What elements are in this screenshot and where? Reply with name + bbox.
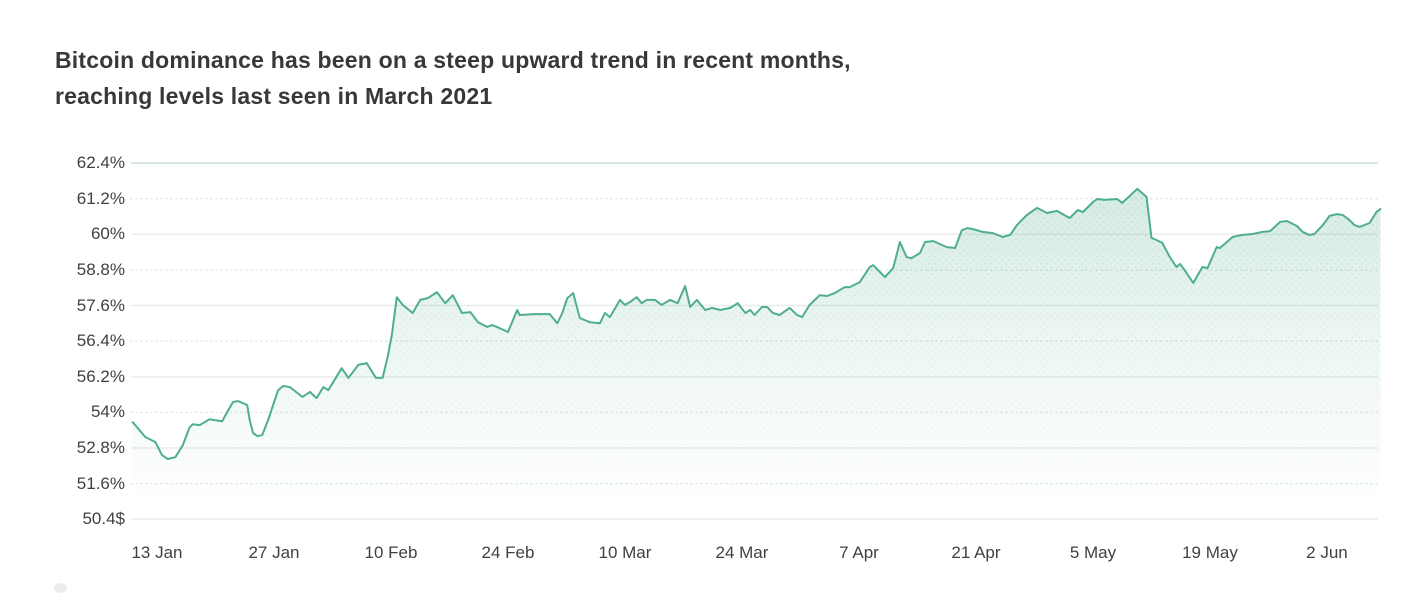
y-tick-label: 61.2% [76, 188, 125, 208]
cropped-logo-fragment [54, 583, 67, 593]
y-tick-label: 54% [90, 402, 125, 422]
chart-title-line-1: Bitcoin dominance has been on a steep up… [55, 47, 851, 73]
chart-title: Bitcoin dominance has been on a steep up… [55, 42, 851, 114]
x-tick-label: 2 Jun [1306, 543, 1348, 562]
y-tick-label: 62.4% [76, 153, 125, 173]
x-tick-label: 21 Apr [951, 543, 1001, 562]
y-tick-label: 56.4% [76, 331, 125, 351]
x-tick-label: 24 Mar [715, 543, 769, 562]
y-tick-label: 50.4$ [82, 509, 125, 529]
dominance-line [131, 187, 1382, 460]
x-tick-label: 10 Feb [364, 543, 418, 562]
x-tick-label: 10 Mar [598, 543, 652, 562]
y-tick-label: 58.8% [76, 259, 125, 279]
y-tick-label: 51.6% [76, 473, 125, 493]
x-tick-label: 24 Feb [481, 543, 535, 562]
chart-title-line-2: reaching levels last seen in March 2021 [55, 83, 493, 109]
area-dot-texture [132, 188, 1381, 520]
x-tick-label: 5 May [1069, 543, 1117, 562]
y-tick-label: 57.6% [76, 295, 125, 315]
x-tick-label: 7 Apr [839, 543, 879, 562]
y-tick-label: 52.8% [76, 437, 125, 457]
x-tick-label: 13 Jan [131, 543, 183, 562]
x-tick-label: 19 May [1182, 543, 1238, 562]
y-tick-label: 56.2% [76, 366, 125, 386]
x-tick-label: 27 Jan [248, 543, 300, 562]
y-tick-label: 60% [90, 224, 125, 244]
